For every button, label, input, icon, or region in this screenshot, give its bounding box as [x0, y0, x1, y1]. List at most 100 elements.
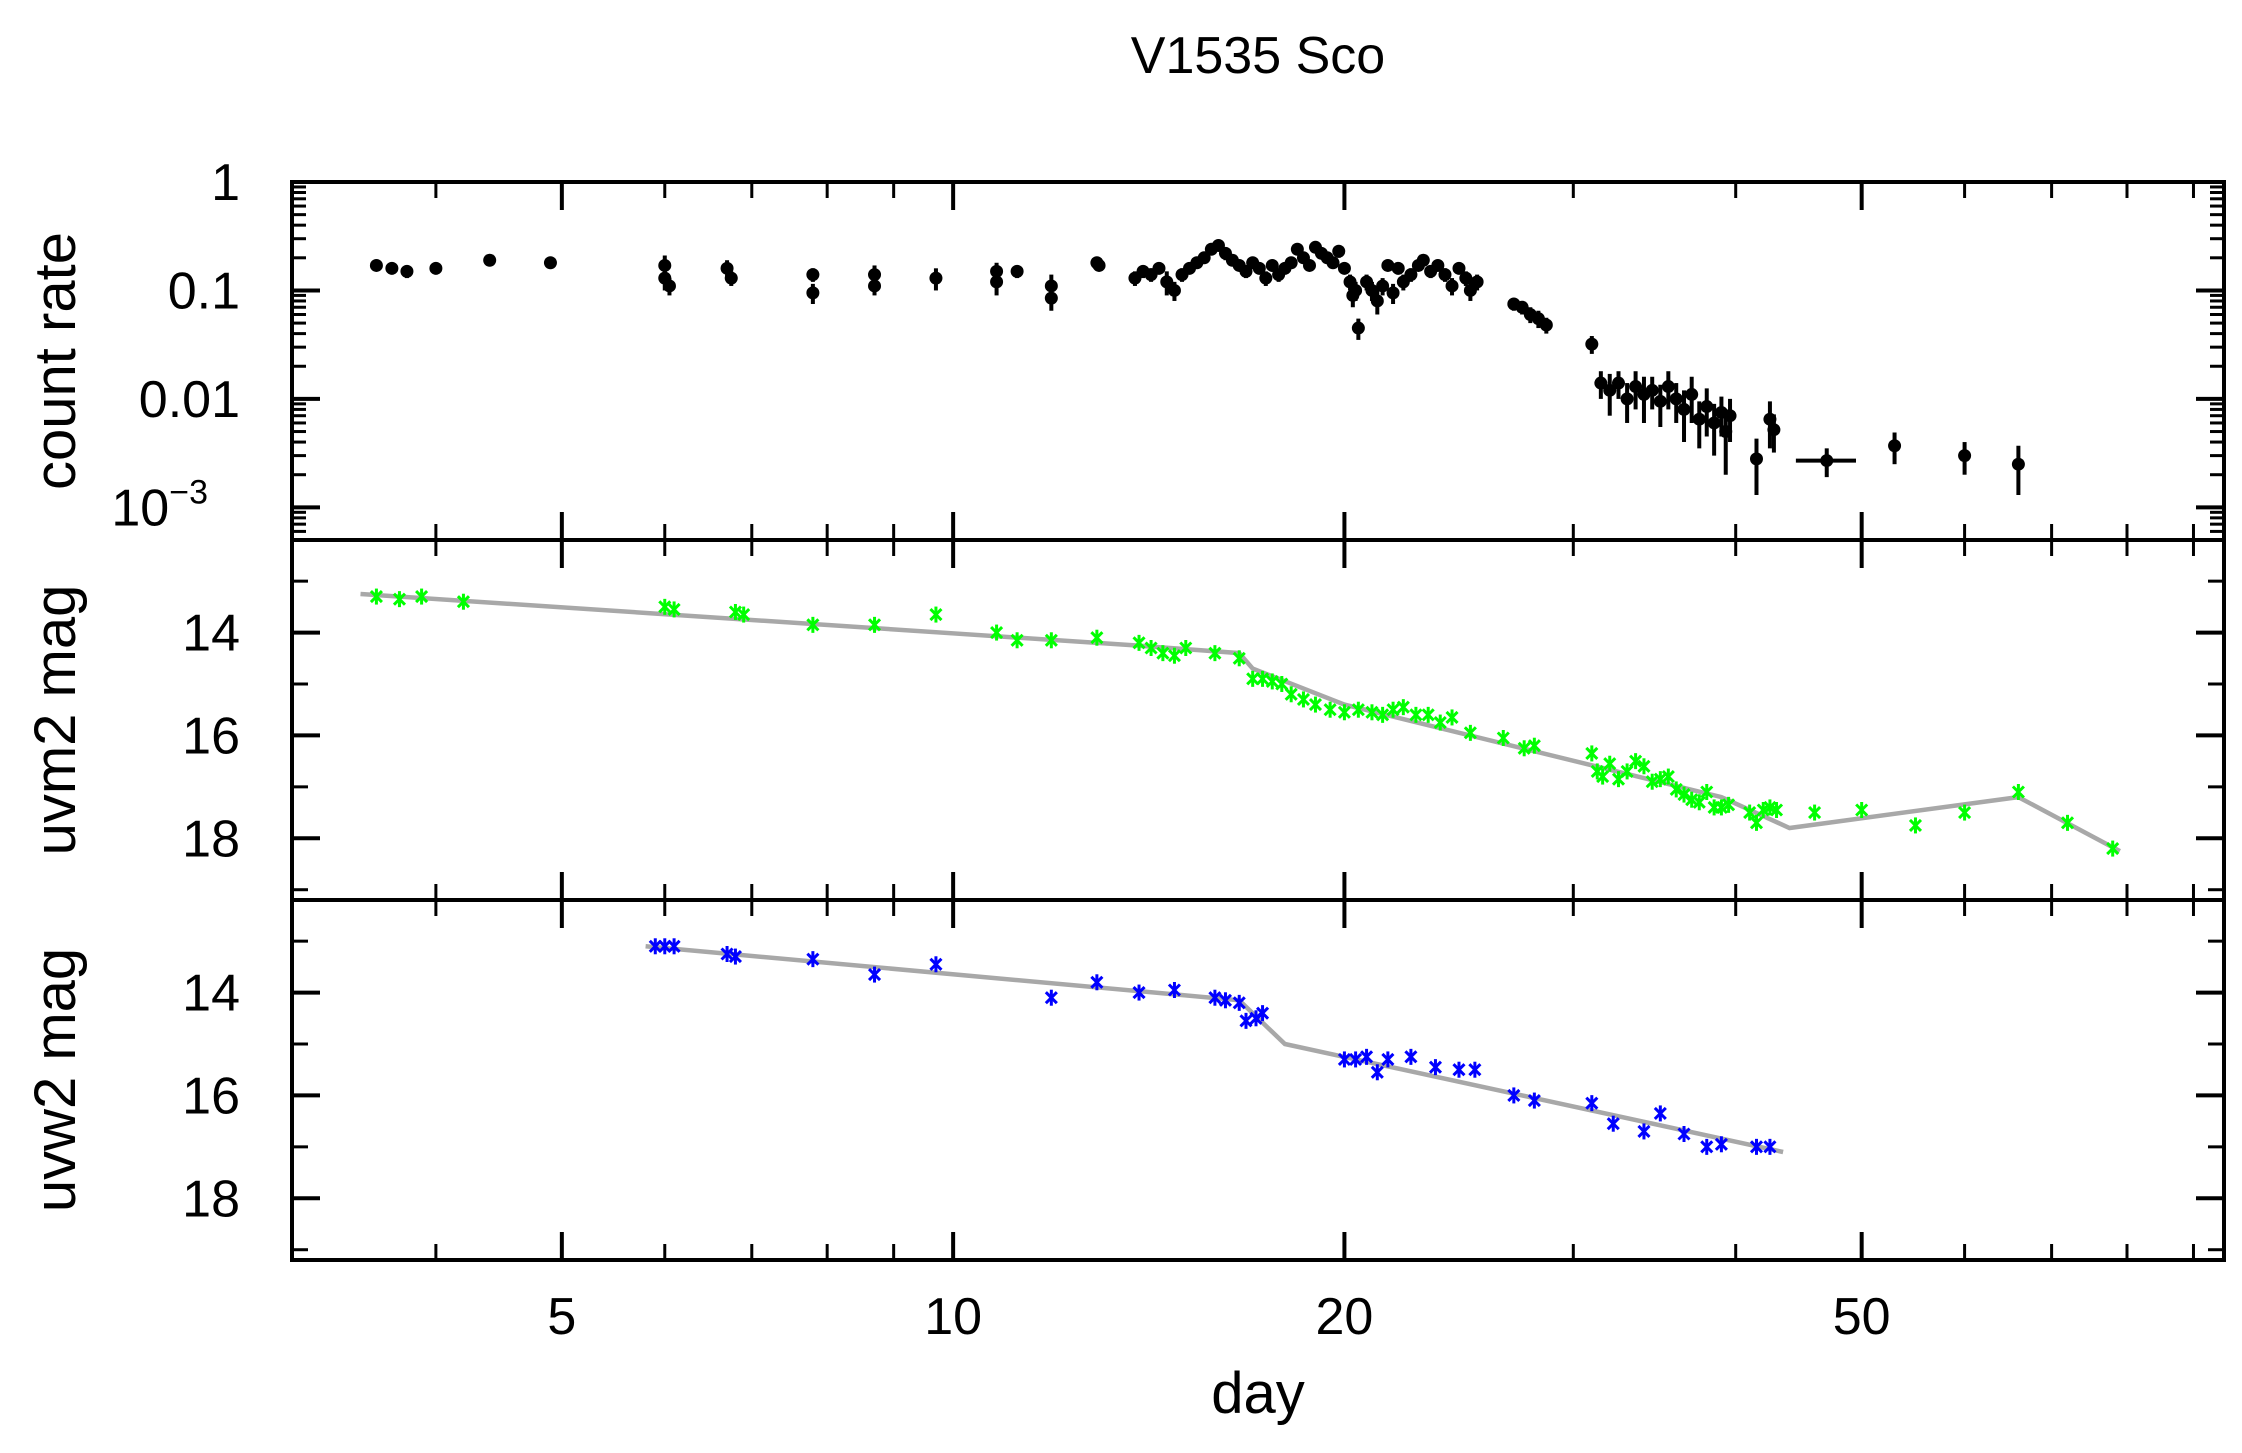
data-point [1749, 452, 1763, 466]
data-point [456, 593, 470, 610]
data-point [1629, 753, 1643, 770]
data-point [1152, 261, 1166, 275]
data-point [1669, 781, 1683, 798]
data-point [806, 286, 820, 300]
data-point [1326, 256, 1340, 270]
data-point [1218, 992, 1233, 1009]
y-tick-label: 10−3 [111, 473, 208, 537]
data-point [1376, 706, 1390, 723]
data-point [2106, 840, 2120, 857]
data-point [1349, 283, 1363, 297]
y-tick-label: 16 [182, 1067, 240, 1125]
data-point [1092, 258, 1106, 272]
data-point [1527, 737, 1541, 754]
data-point [1308, 696, 1323, 713]
data-point [1707, 416, 1721, 430]
data-point [1445, 279, 1459, 293]
data-point [2011, 457, 2025, 471]
data-point [929, 956, 943, 973]
data-point [1386, 701, 1400, 718]
data-point [1470, 275, 1484, 289]
data-point [1692, 412, 1706, 426]
data-point [1596, 768, 1610, 785]
data-point [1749, 1138, 1764, 1155]
data-point [1404, 268, 1418, 282]
data-point [392, 591, 407, 608]
data-point [867, 616, 882, 633]
data-point [1090, 629, 1104, 646]
data-point [483, 253, 497, 267]
data-point [1232, 650, 1246, 667]
data-point [1637, 758, 1651, 775]
data-point [1707, 799, 1721, 816]
data-point [1463, 724, 1477, 741]
data-point [737, 606, 751, 623]
data-point [1044, 279, 1058, 293]
data-point [1594, 376, 1608, 390]
data-point [1685, 387, 1699, 401]
data-point [1908, 817, 1923, 834]
data-point [1507, 1087, 1521, 1104]
data-point [1496, 730, 1510, 746]
data-point [929, 606, 943, 623]
data-point [1653, 394, 1667, 408]
data-point [1239, 1012, 1253, 1029]
data-point [1585, 337, 1599, 351]
data-point [1445, 709, 1459, 726]
x-tick-label: 10 [924, 1288, 982, 1346]
y-tick-label: 14 [182, 605, 240, 663]
panel-bottom: 14 16 18 uvw2 mag [23, 898, 2226, 1262]
data-point [1365, 283, 1379, 297]
y-tick-label: 1 [211, 154, 240, 212]
data-point [868, 268, 882, 282]
data-point [1044, 632, 1058, 649]
data-point [1527, 1092, 1541, 1109]
data-point [1714, 1136, 1728, 1153]
data-point [1421, 706, 1435, 723]
data-point [1958, 804, 1972, 821]
data-point [1323, 701, 1337, 718]
x-tick-label: 20 [1315, 1288, 1373, 1346]
data-point [1769, 802, 1784, 818]
data-point [1132, 634, 1146, 651]
data-point [1265, 673, 1279, 690]
data-point [1459, 271, 1473, 285]
fit-line [645, 944, 1784, 1155]
data-point [1010, 632, 1024, 649]
data-point [1539, 318, 1553, 332]
data-point [400, 264, 414, 278]
panel-frame [290, 538, 2226, 902]
data-point [1284, 686, 1298, 703]
data-point [1156, 645, 1170, 662]
data-point [1232, 994, 1246, 1011]
data-point [1132, 984, 1146, 1001]
data-point [728, 948, 742, 965]
data-point [1044, 989, 1058, 1006]
y-axis-label: uvw2 mag [23, 948, 88, 1212]
data-point [806, 951, 820, 968]
data-point [1452, 1061, 1466, 1078]
data-point [1167, 647, 1182, 664]
data-point [543, 256, 557, 270]
data-point [1722, 796, 1736, 813]
data-point [1620, 763, 1634, 780]
y-axis-label: count rate [23, 232, 88, 490]
data-point [1404, 1048, 1418, 1065]
data-point [1365, 704, 1379, 721]
y-axis-label: uvm2 mag [23, 585, 88, 856]
data-point [1167, 283, 1181, 297]
data-point [1517, 740, 1531, 757]
data-point [1661, 768, 1675, 785]
y-tick-label: 18 [182, 1170, 240, 1228]
data-point [1144, 640, 1158, 656]
data-point [1808, 804, 1822, 821]
data-point [1386, 286, 1400, 300]
data-point [1337, 261, 1351, 275]
data-point [1167, 982, 1182, 998]
data-point [1381, 1051, 1395, 1068]
data-point [1714, 799, 1728, 816]
y-tick-label-exponent: −3 [169, 473, 208, 511]
data-point [1700, 400, 1714, 414]
data-point [724, 271, 738, 285]
data-point [1603, 755, 1617, 772]
